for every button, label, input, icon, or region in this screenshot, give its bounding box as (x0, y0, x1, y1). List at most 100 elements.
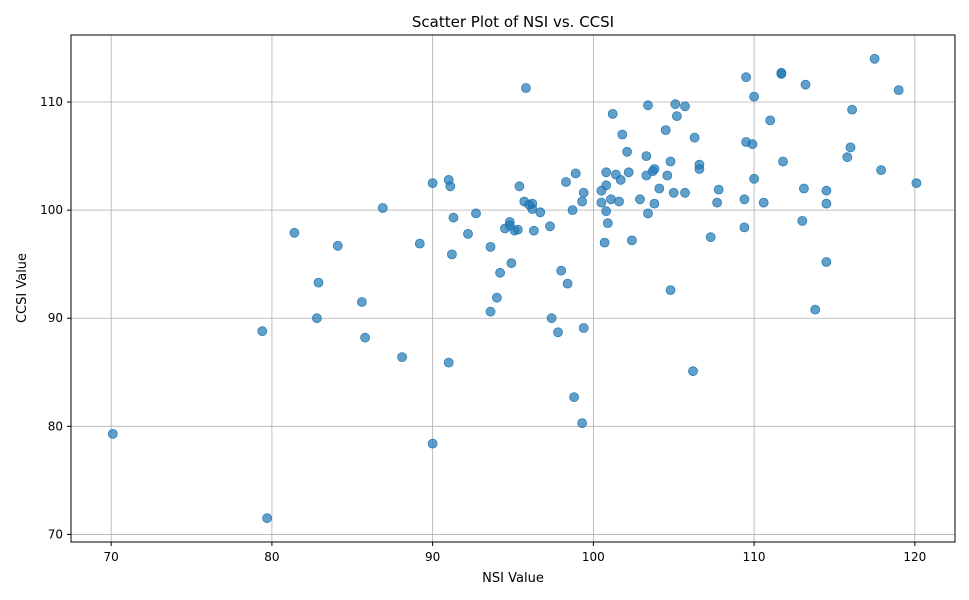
data-point (427, 178, 438, 189)
x-axis: 70 80 90 100 110 120 (104, 542, 926, 564)
data-point (847, 104, 857, 115)
data-point (601, 206, 612, 217)
data-point (614, 196, 624, 207)
data-point (799, 183, 809, 194)
data-point (660, 125, 671, 136)
data-point (635, 194, 645, 205)
data-point (713, 184, 724, 195)
data-point (654, 183, 665, 194)
data-point (262, 513, 273, 524)
data-point (570, 168, 581, 179)
data-point (680, 101, 690, 112)
data-point (741, 72, 751, 83)
data-point (569, 392, 579, 403)
data-point (463, 228, 473, 239)
x-tick-label: 90 (425, 550, 440, 564)
data-point (800, 79, 811, 90)
data-point (578, 323, 589, 333)
data-point (596, 197, 607, 208)
data-point (821, 198, 832, 209)
data-point (377, 203, 388, 213)
data-point (601, 180, 612, 191)
data-point (911, 178, 922, 189)
data-point (739, 194, 750, 205)
data-point (535, 207, 546, 218)
data-point (615, 174, 626, 185)
data-points (107, 53, 922, 524)
x-tick-label: 110 (743, 550, 766, 564)
data-point (495, 267, 506, 278)
y-tick-label: 90 (48, 311, 63, 325)
x-axis-label: NSI Value (482, 571, 544, 586)
data-point (546, 313, 557, 324)
data-point (668, 187, 679, 198)
data-point (599, 237, 610, 248)
data-point (512, 224, 523, 235)
data-point (553, 327, 563, 338)
data-point (797, 215, 808, 226)
data-point (665, 285, 676, 296)
data-point (776, 69, 787, 79)
data-point (448, 212, 459, 223)
data-point (562, 278, 573, 289)
data-point (688, 366, 698, 377)
data-point (876, 165, 886, 176)
data-point (778, 156, 788, 167)
data-point (485, 241, 496, 252)
data-point (869, 53, 880, 64)
data-point (577, 418, 587, 429)
data-point (313, 277, 324, 288)
data-point (545, 221, 555, 232)
data-point (649, 164, 660, 174)
data-point (257, 326, 268, 337)
data-point (622, 146, 632, 157)
data-point (445, 181, 456, 192)
data-point (765, 115, 776, 126)
data-point (577, 196, 587, 207)
data-point (356, 297, 367, 307)
y-axis-label: CCSI Value (15, 253, 30, 323)
data-point (606, 194, 616, 205)
x-tick-label: 100 (582, 550, 605, 564)
data-point (749, 173, 759, 184)
data-point (641, 151, 652, 162)
data-point (601, 167, 612, 178)
data-point (521, 83, 531, 93)
data-point (623, 167, 634, 178)
data-point (627, 235, 637, 246)
data-point (712, 197, 722, 208)
y-tick-label: 100 (40, 203, 63, 217)
data-point (643, 208, 653, 219)
x-tick-label: 80 (264, 550, 279, 564)
data-point (845, 142, 856, 153)
data-point (506, 258, 517, 269)
data-point (414, 238, 425, 249)
data-point (491, 292, 502, 303)
data-point (758, 197, 769, 208)
x-tick-label: 70 (104, 550, 119, 564)
grid (71, 35, 955, 542)
data-point (810, 304, 821, 315)
x-tick-label: 120 (903, 550, 926, 564)
data-point (670, 99, 681, 110)
data-point (332, 240, 343, 251)
data-point (821, 185, 832, 196)
data-point (705, 232, 716, 243)
data-point (289, 227, 300, 238)
data-point (893, 85, 904, 95)
chart-title: Scatter Plot of NSI vs. CCSI (412, 13, 614, 31)
data-point (556, 265, 567, 276)
plot-frame (70, 34, 956, 543)
data-point (561, 177, 571, 187)
data-point (443, 357, 454, 368)
data-point (360, 332, 371, 343)
data-point (107, 428, 118, 439)
data-point (514, 181, 525, 192)
data-point (485, 306, 496, 317)
data-point (739, 222, 750, 233)
data-point (749, 91, 759, 102)
data-point (471, 208, 481, 219)
data-point (747, 139, 758, 150)
data-point (821, 257, 832, 267)
